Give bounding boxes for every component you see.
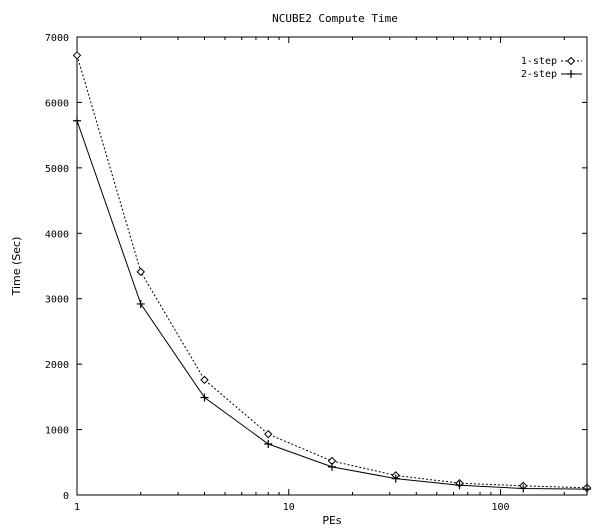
x-tick-label: 10 [283,502,295,513]
series-2-step [73,116,591,494]
series-layer [72,51,592,494]
x-axis: 1 10 100 [74,37,565,513]
legend-marker [566,56,576,66]
data-point [136,267,145,277]
y-tick-label: 2000 [45,360,69,371]
y-axis: 0 1000 2000 3000 4000 5000 6000 7000 [45,33,587,502]
legend: 1-step 2-step [521,56,582,80]
data-point [200,393,209,402]
data-point [391,474,400,483]
x-tick-label: 100 [492,502,510,513]
data-point [264,439,273,448]
legend-label: 1-step [521,56,557,67]
plot-frame [76,36,588,496]
x-axis-label: PEs [322,514,342,527]
legend-label: 2-step [521,69,557,80]
data-point [455,481,464,490]
data-point [73,116,81,125]
data-point [136,299,145,308]
data-point [583,485,591,494]
chart-title: NCUBE2 Compute Time [272,12,398,25]
y-tick-label: 4000 [45,229,69,240]
y-tick-label: 1000 [45,426,69,437]
legend-marker [567,70,575,78]
x-tick-label: 1 [74,502,80,513]
y-tick-label: 0 [63,491,69,502]
data-point [72,51,82,60]
series-1-step [72,51,592,493]
y-tick-label: 5000 [45,164,69,175]
data-point [200,375,209,385]
data-point [264,429,273,439]
data-point [519,484,528,493]
y-tick-label: 3000 [45,295,69,306]
y-tick-label: 6000 [45,98,69,109]
y-axis-label: Time (Sec) [10,237,23,297]
series-line [76,55,588,489]
series-line [76,120,588,490]
data-point [328,462,336,471]
y-tick-label: 7000 [45,33,69,44]
